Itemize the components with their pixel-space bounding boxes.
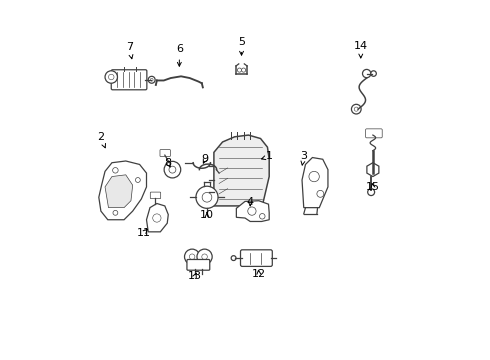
Polygon shape: [99, 161, 147, 220]
Text: 11: 11: [137, 228, 151, 238]
Text: 8: 8: [165, 158, 172, 168]
Circle shape: [153, 214, 161, 222]
Text: 14: 14: [354, 41, 368, 58]
Circle shape: [164, 161, 181, 178]
Text: 5: 5: [238, 37, 245, 55]
Circle shape: [189, 254, 195, 260]
Circle shape: [105, 71, 118, 83]
Circle shape: [196, 186, 218, 208]
Circle shape: [108, 74, 114, 80]
Text: 13: 13: [188, 271, 202, 281]
Circle shape: [113, 167, 118, 173]
Circle shape: [135, 177, 140, 183]
FancyBboxPatch shape: [366, 129, 382, 138]
Text: 9: 9: [202, 154, 209, 164]
Text: 15: 15: [366, 182, 380, 192]
Circle shape: [202, 254, 207, 260]
Circle shape: [354, 107, 358, 111]
Circle shape: [231, 256, 236, 261]
Circle shape: [371, 71, 376, 76]
Circle shape: [317, 190, 324, 197]
Circle shape: [113, 210, 118, 215]
Polygon shape: [147, 203, 168, 232]
FancyBboxPatch shape: [150, 192, 161, 199]
Circle shape: [309, 171, 319, 182]
Circle shape: [150, 78, 153, 81]
Circle shape: [237, 68, 242, 72]
Text: 4: 4: [246, 198, 254, 207]
Polygon shape: [367, 163, 379, 176]
Circle shape: [169, 166, 176, 173]
Text: 7: 7: [125, 42, 133, 59]
FancyBboxPatch shape: [187, 260, 210, 270]
Polygon shape: [105, 175, 133, 208]
Circle shape: [185, 249, 200, 264]
Circle shape: [351, 104, 361, 114]
Circle shape: [260, 213, 265, 219]
FancyBboxPatch shape: [241, 250, 272, 266]
Text: 10: 10: [200, 210, 214, 220]
Circle shape: [363, 69, 371, 78]
Polygon shape: [236, 201, 269, 221]
FancyBboxPatch shape: [111, 70, 147, 90]
Circle shape: [242, 68, 245, 72]
Text: 2: 2: [97, 132, 105, 148]
Polygon shape: [302, 158, 328, 208]
Circle shape: [248, 207, 256, 215]
Text: 3: 3: [300, 152, 307, 165]
Text: 12: 12: [252, 269, 266, 279]
Circle shape: [368, 189, 374, 195]
FancyBboxPatch shape: [160, 150, 171, 157]
Polygon shape: [214, 135, 269, 206]
Circle shape: [202, 193, 212, 202]
Circle shape: [148, 76, 155, 83]
Text: 6: 6: [176, 44, 183, 66]
Circle shape: [197, 249, 212, 264]
Text: 1: 1: [262, 152, 273, 162]
